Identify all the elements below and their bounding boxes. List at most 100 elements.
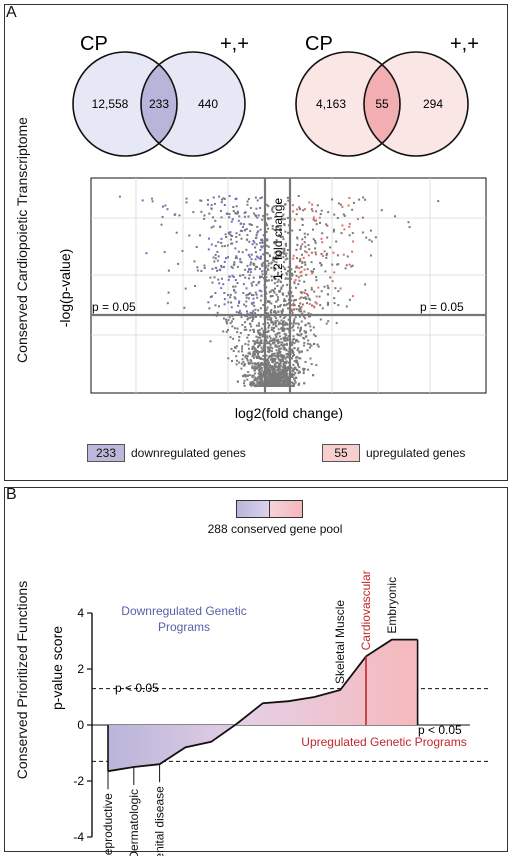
volcano-point <box>255 293 258 296</box>
volcano-point <box>286 381 289 384</box>
volcano-point <box>199 199 202 202</box>
volcano-point <box>290 372 294 376</box>
volcano-point <box>242 360 245 363</box>
volcano-point <box>256 266 258 268</box>
volcano-point <box>283 329 286 332</box>
volcano-point <box>326 252 329 255</box>
volcano-point <box>279 315 282 318</box>
volcano-point <box>315 302 318 305</box>
volcano-point <box>276 257 279 260</box>
volcano-point <box>255 355 258 358</box>
volcano-point <box>314 241 317 244</box>
volcano-point <box>216 311 219 314</box>
volcano-point <box>268 318 271 321</box>
volcano-point <box>220 266 223 269</box>
volcano-point <box>227 256 229 259</box>
volcano-point <box>284 366 287 369</box>
volcano-point <box>210 226 213 229</box>
volcano-point <box>333 271 336 274</box>
volcano-point <box>284 372 287 375</box>
volcano-point <box>279 376 282 379</box>
volcano-point <box>253 368 257 371</box>
volcano-point <box>248 351 251 354</box>
volcano-point <box>275 239 278 242</box>
volcano-point <box>265 292 268 295</box>
volcano-point <box>271 354 273 357</box>
volcano-point <box>254 378 257 381</box>
volcano-point <box>261 348 264 351</box>
volcano-point <box>307 244 310 247</box>
volcano-point <box>267 375 270 378</box>
volcano-point <box>278 359 281 362</box>
volcano-point <box>249 292 252 295</box>
volcano-point <box>240 261 243 264</box>
volcano-point <box>258 369 261 372</box>
volcano-point <box>269 366 272 369</box>
volcano-point <box>305 330 308 333</box>
volcano-point <box>278 366 281 369</box>
volcano-point <box>258 344 261 347</box>
volcano-point <box>210 204 213 207</box>
volcano-point <box>302 367 305 370</box>
volcano-point <box>269 290 272 293</box>
volcano-point <box>271 320 274 323</box>
volcano-point <box>394 215 396 218</box>
volcano-point <box>293 318 296 321</box>
volcano-point <box>270 279 273 282</box>
panel-b-frame <box>4 487 508 852</box>
volcano-point <box>287 376 290 380</box>
volcano-point <box>252 352 255 355</box>
volcano-point <box>270 266 273 269</box>
volcano-point <box>232 350 235 352</box>
volcano-point <box>293 342 296 345</box>
volcano-point <box>224 233 227 236</box>
volcano-point <box>294 371 297 374</box>
volcano-point <box>279 368 282 371</box>
volcano-point <box>346 255 349 258</box>
volcano-point <box>304 261 307 264</box>
volcano-point <box>260 369 263 372</box>
volcano-point <box>237 210 239 213</box>
volcano-point <box>281 328 284 331</box>
volcano-point <box>296 368 299 372</box>
volcano-point <box>271 360 274 363</box>
volcano-point <box>260 290 263 293</box>
volcano-point <box>246 264 249 267</box>
down-programs-line2: Programs <box>158 620 210 634</box>
volcano-point <box>207 203 209 206</box>
volcano-point <box>211 281 214 284</box>
volcano-point <box>258 322 260 325</box>
volcano-point <box>280 347 283 350</box>
volcano-point <box>316 204 319 207</box>
volcano-point <box>286 273 289 276</box>
volcano-point <box>262 329 265 332</box>
volcano-point <box>257 341 260 344</box>
volcano-point <box>209 296 212 298</box>
volcano-point <box>258 355 260 358</box>
volcano-point <box>291 326 294 329</box>
volcano-point <box>244 326 247 328</box>
volcano-point <box>261 379 264 382</box>
volcano-point <box>260 372 263 375</box>
volcano-point <box>248 274 251 277</box>
volcano-point <box>282 356 285 359</box>
volcano-point <box>258 370 261 373</box>
volcano-point <box>245 248 248 251</box>
volcano-point <box>223 265 225 268</box>
volcano-point <box>283 223 286 225</box>
volcano-point <box>219 210 222 212</box>
volcano-point <box>308 248 311 251</box>
volcano-point <box>259 333 262 336</box>
volcano-point <box>252 294 255 297</box>
volcano-point <box>266 360 269 362</box>
volcano-point <box>234 247 237 250</box>
volcano-point <box>252 350 255 353</box>
volcano-point <box>276 333 279 336</box>
volcano-point <box>292 254 295 257</box>
volcano-point <box>255 383 258 386</box>
volcano-point <box>228 275 231 278</box>
volcano-point <box>305 335 307 338</box>
volcano-point <box>232 317 235 320</box>
volcano-point <box>283 261 286 264</box>
volcano-point <box>237 350 240 353</box>
